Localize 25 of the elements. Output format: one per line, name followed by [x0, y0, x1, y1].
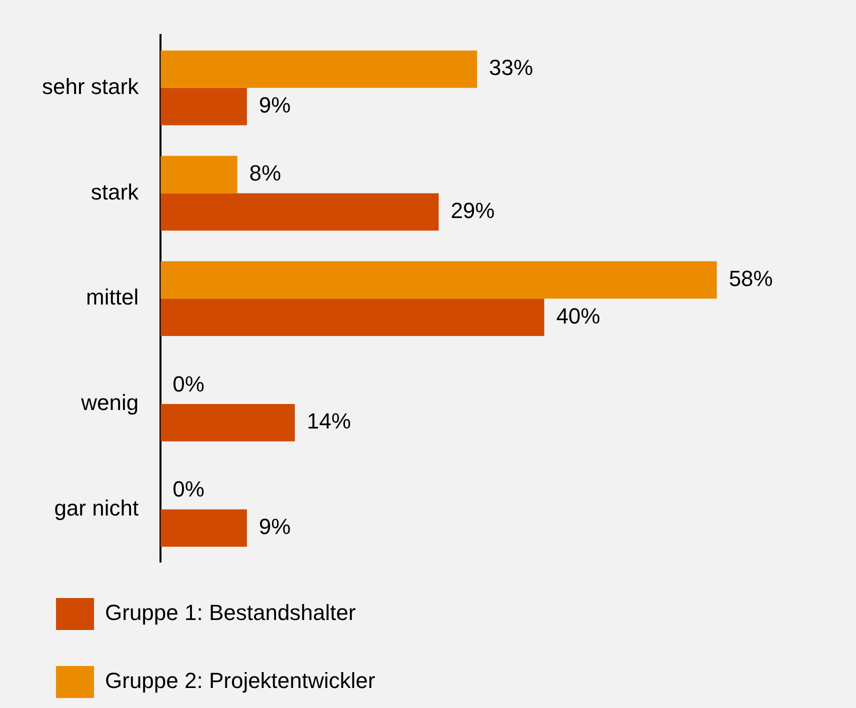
legend-label: Gruppe 2: Projektentwickler: [105, 668, 376, 694]
y-tick-label: mittel: [86, 284, 139, 310]
y-tick-label: wenig: [80, 390, 139, 416]
bar: [160, 50, 478, 88]
legend-label: Gruppe 1: Bestandshalter: [105, 600, 356, 626]
bar: [160, 509, 247, 547]
data-label: 29%: [450, 198, 495, 224]
bar: [160, 193, 439, 231]
bar: [160, 261, 717, 299]
y-tick-label: sehr stark: [42, 74, 140, 99]
data-label: 9%: [258, 514, 291, 540]
bar: [160, 298, 544, 336]
data-label: 0%: [172, 371, 204, 396]
data-label: 14%: [306, 408, 351, 434]
bar: [160, 156, 238, 194]
data-label: 58%: [728, 266, 773, 291]
bar: [160, 88, 247, 126]
data-label: 9%: [258, 92, 291, 118]
y-tick-label: gar nicht: [54, 495, 139, 520]
bar: [160, 404, 295, 442]
data-label: 8%: [249, 160, 282, 186]
y-tick-label: stark: [90, 179, 140, 204]
data-label: 33%: [489, 55, 534, 80]
data-label: 40%: [556, 303, 600, 328]
data-label: 0%: [172, 476, 204, 502]
